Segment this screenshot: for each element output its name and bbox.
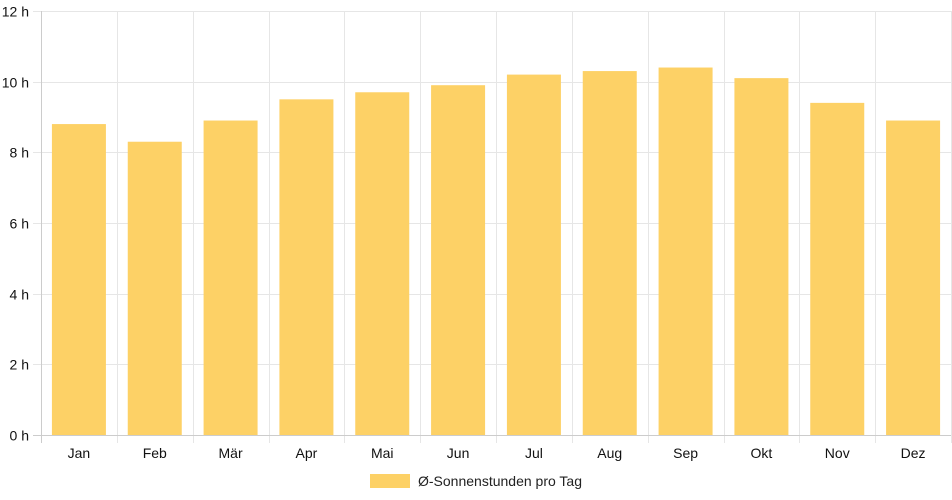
y-tick-label: 8 h: [10, 145, 29, 161]
y-tick-label: 12 h: [2, 4, 29, 20]
x-tick-label: Okt: [751, 445, 773, 461]
x-tick-label: Nov: [825, 445, 850, 461]
x-tick-label: Aug: [597, 445, 622, 461]
y-tick-label: 10 h: [2, 75, 29, 91]
bar: [886, 120, 941, 436]
bar: [51, 124, 106, 436]
y-tick-label: 6 h: [10, 216, 29, 232]
bar: [506, 74, 561, 435]
bar: [810, 102, 865, 435]
x-tick-label: Feb: [143, 445, 167, 461]
bar: [431, 85, 486, 435]
x-tick-label: Mai: [371, 445, 394, 461]
x-tick-label: Jun: [447, 445, 470, 461]
legend-label: Ø-Sonnenstunden pro Tag: [418, 473, 582, 489]
y-tick-label: 4 h: [10, 287, 29, 303]
x-tick-label: Dez: [901, 445, 926, 461]
y-tick-label: 0 h: [10, 428, 29, 444]
bar: [734, 78, 789, 435]
bar: [127, 141, 182, 435]
bar: [279, 99, 334, 435]
x-axis-ticks: Jan Feb Mär Apr Mai Jun Jul Aug Sep Okt Nov Dez: [68, 445, 926, 461]
y-tick-label: 2 h: [10, 357, 29, 373]
x-tick-label: Apr: [296, 445, 318, 461]
x-tick-label: Jul: [525, 445, 543, 461]
grid-lines: [33, 11, 952, 443]
bar: [355, 92, 410, 436]
bar: [658, 67, 713, 436]
x-tick-label: Jan: [68, 445, 91, 461]
x-tick-label: Mär: [219, 445, 243, 461]
y-axis-ticks: 0 h 2 h 4 h 6 h 8 h 10 h 12 h: [2, 4, 29, 444]
x-tick-label: Sep: [673, 445, 698, 461]
legend[interactable]: Ø-Sonnenstunden pro Tag: [0, 468, 952, 494]
bar-chart: 0 h2 h4 h6 h8 h10 h12 h Jan Feb Mär Apr Mai J…: [2, 4, 952, 461]
bar: [203, 120, 258, 436]
bar: [582, 71, 637, 436]
bars: [51, 67, 941, 436]
legend-swatch: [370, 474, 410, 488]
